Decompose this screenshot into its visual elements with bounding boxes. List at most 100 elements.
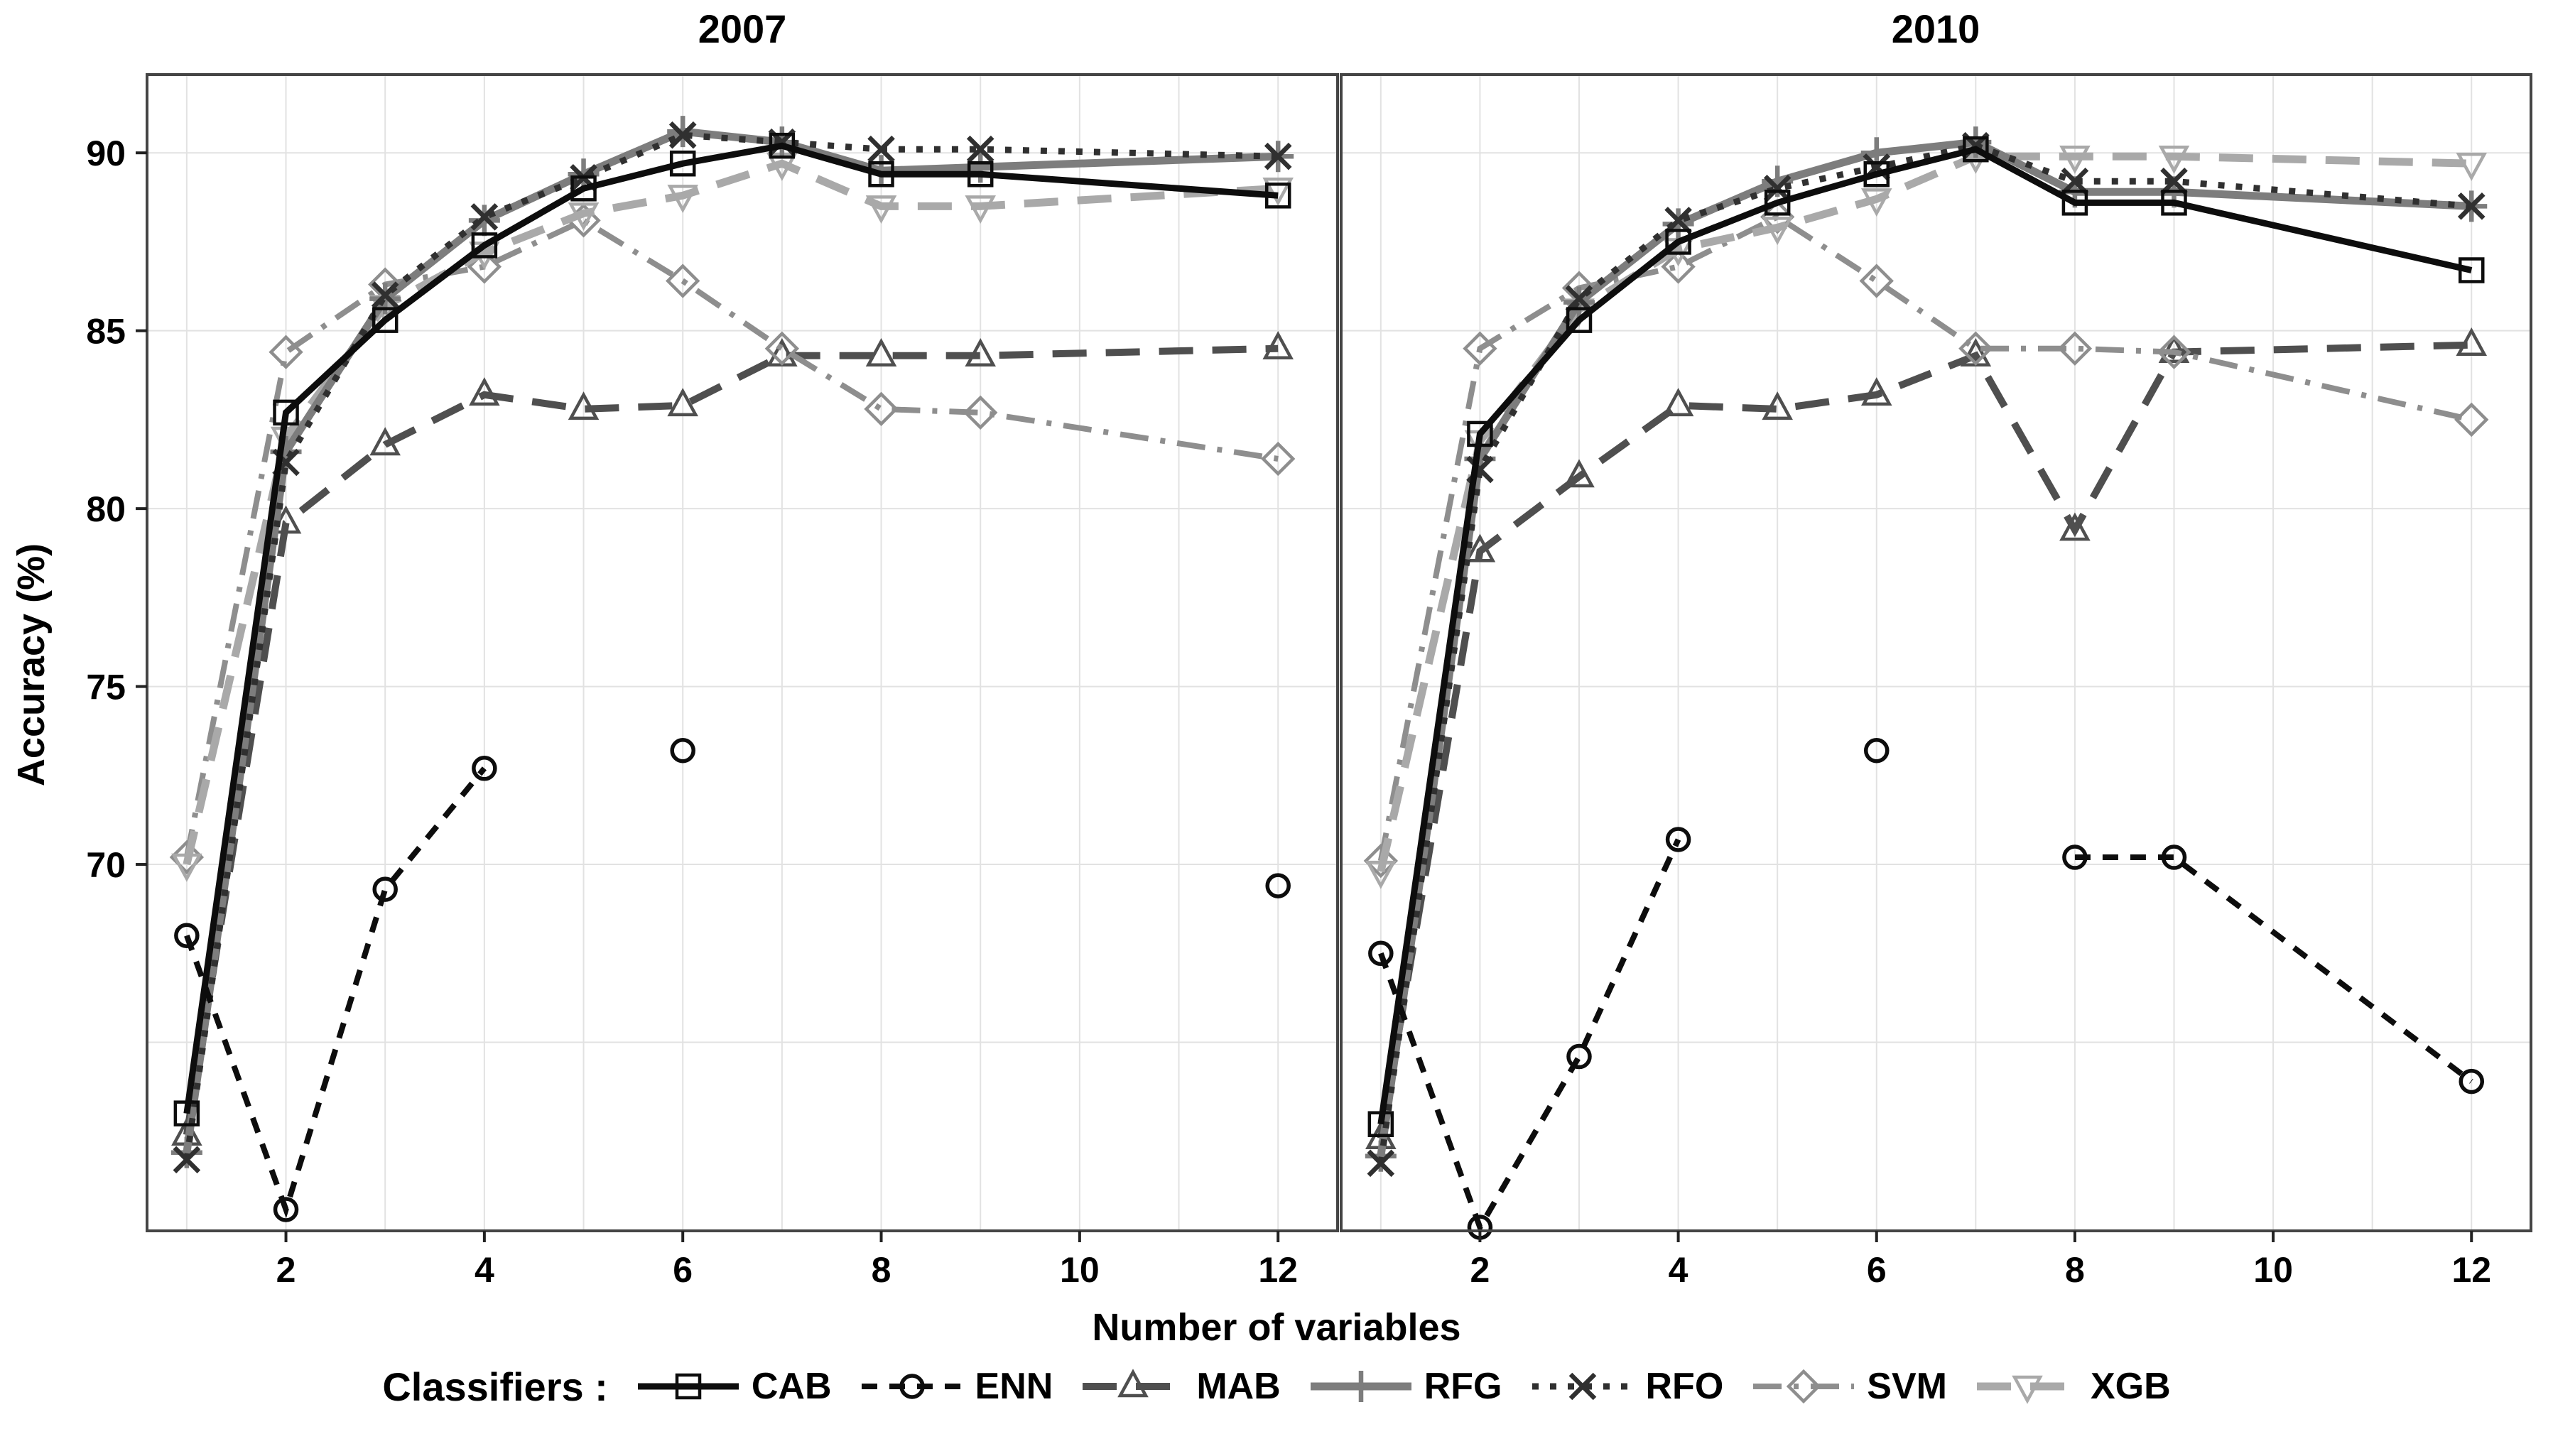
marker-xgb-icon [2158, 145, 2190, 174]
panel-background [1341, 75, 2531, 1231]
marker-svm-icon [2157, 335, 2191, 369]
series-line-svm [1377, 213, 2473, 862]
marker-mab-icon [1464, 533, 1496, 563]
marker-mab-icon [865, 338, 897, 366]
x-axis-title: Number of variables [1092, 1306, 1461, 1349]
marker-svm-icon [864, 391, 899, 427]
marker-xgb-icon [2456, 152, 2488, 181]
marker-cab-icon [967, 161, 994, 188]
marker-enn-icon [472, 756, 497, 781]
series-line-mab [1377, 341, 2472, 1139]
panel-background [147, 75, 1338, 1231]
facet-title-2010: 2010 [1891, 6, 1980, 51]
marker-rfo-icon [668, 121, 697, 149]
marker-mab-icon [667, 388, 698, 417]
marker-cab-icon [1863, 161, 1890, 188]
marker-rfo-icon [173, 1146, 201, 1174]
series-line-enn [1378, 838, 1681, 1234]
marker-svm-icon [963, 395, 998, 430]
y-tick-label: 75 [86, 668, 126, 707]
marker-mab-icon [1117, 1369, 1149, 1398]
legend-label-rfg: RFG [1424, 1366, 1502, 1407]
series-cab [1367, 136, 2485, 1137]
marker-enn-icon [273, 1197, 299, 1222]
legend-label-mab: MAB [1196, 1366, 1281, 1407]
legend-label-xgb: XGB [2090, 1366, 2171, 1407]
marker-enn-icon [670, 738, 695, 764]
x-tick-label: 8 [872, 1250, 891, 1290]
marker-svm-icon [1363, 843, 1399, 879]
marker-xgb-icon [1365, 860, 1397, 889]
marker-xgb-icon [171, 853, 202, 882]
y-tick-label: 90 [86, 134, 126, 173]
marker-cab-icon [471, 232, 498, 259]
marker-mab-icon [965, 338, 996, 366]
legend-key-enn-icon [861, 1374, 963, 1399]
legend-title: Classifiers : [382, 1364, 608, 1409]
y-tick-label: 70 [86, 845, 126, 885]
legend-item-rfo: RFO [1529, 1360, 1724, 1413]
marker-svm-icon [169, 840, 205, 875]
marker-svm-icon [269, 335, 303, 369]
marker-mab-icon [1860, 377, 1892, 406]
marker-cab-icon [1467, 420, 1493, 447]
marker-rfo-icon [1565, 285, 1593, 313]
y-tick-label: 85 [86, 312, 126, 352]
series-line-xgb [1377, 152, 2472, 873]
marker-rfo-icon [2160, 167, 2188, 195]
marker-mab-icon [2059, 512, 2091, 541]
marker-mab-icon [469, 377, 500, 406]
series-mab [1365, 327, 2488, 1150]
legend-item-enn: ENN [859, 1360, 1053, 1413]
series-line-rfo [183, 131, 1279, 1161]
marker-svm-icon [1261, 441, 1296, 477]
legend-label-rfo: RFO [1645, 1366, 1724, 1407]
marker-svm-icon [2057, 331, 2093, 366]
x-tick-label: 8 [2065, 1250, 2085, 1290]
marker-xgb-icon [2012, 1375, 2043, 1404]
legend-key-rfg-icon [1310, 1371, 1411, 1402]
marker-rfo-icon [2457, 192, 2486, 220]
x-tick-label: 12 [1258, 1250, 1298, 1290]
legend-item-svm: SVM [1750, 1360, 1947, 1413]
marker-cab-icon [675, 1373, 702, 1400]
legend-label-svm: SVM [1867, 1366, 1947, 1407]
x-tick-label: 2 [1470, 1250, 1490, 1290]
marker-cab-icon [1264, 183, 1291, 209]
series-rfo [173, 121, 1292, 1174]
marker-mab-icon [2456, 327, 2488, 356]
marker-enn-icon [174, 923, 200, 948]
marker-svm-icon [2454, 402, 2489, 438]
marker-rfo-icon [867, 135, 895, 163]
marker-mab-icon [1662, 388, 1694, 417]
legend-label-cab: CAB [751, 1366, 832, 1407]
marker-xgb-icon [1762, 217, 1793, 246]
marker-svm-icon [764, 331, 800, 366]
legend-label-enn: ENN [975, 1366, 1053, 1407]
marker-enn-icon [2459, 1068, 2484, 1094]
legend-item-rfg: RFG [1308, 1360, 1502, 1413]
marker-svm-icon [1661, 249, 1696, 284]
panel-border [146, 73, 1339, 1232]
marker-rfo-icon [1264, 142, 1292, 170]
marker-rfo-icon [1763, 174, 1792, 202]
marker-xgb-icon [568, 202, 600, 232]
marker-cab-icon [570, 175, 597, 202]
x-tick-label: 12 [2451, 1250, 2491, 1290]
marker-rfo-icon [1367, 1149, 1395, 1178]
marker-cab-icon [2161, 190, 2187, 216]
marker-rfo-icon [371, 281, 399, 309]
legend-item-cab: CAB [635, 1360, 832, 1413]
marker-cab-icon [2459, 257, 2485, 283]
marker-cab-icon [372, 307, 399, 333]
marker-enn-icon [899, 1374, 925, 1399]
series-line-enn [184, 766, 487, 1219]
series-enn [1368, 738, 2484, 1240]
marker-cab-icon [173, 1100, 200, 1126]
marker-xgb-icon [667, 185, 698, 214]
marker-enn-icon [1864, 738, 1890, 764]
marker-cab-icon [1963, 136, 1989, 163]
marker-mab-icon [1262, 331, 1294, 359]
facet-title-2007: 2007 [698, 6, 787, 51]
